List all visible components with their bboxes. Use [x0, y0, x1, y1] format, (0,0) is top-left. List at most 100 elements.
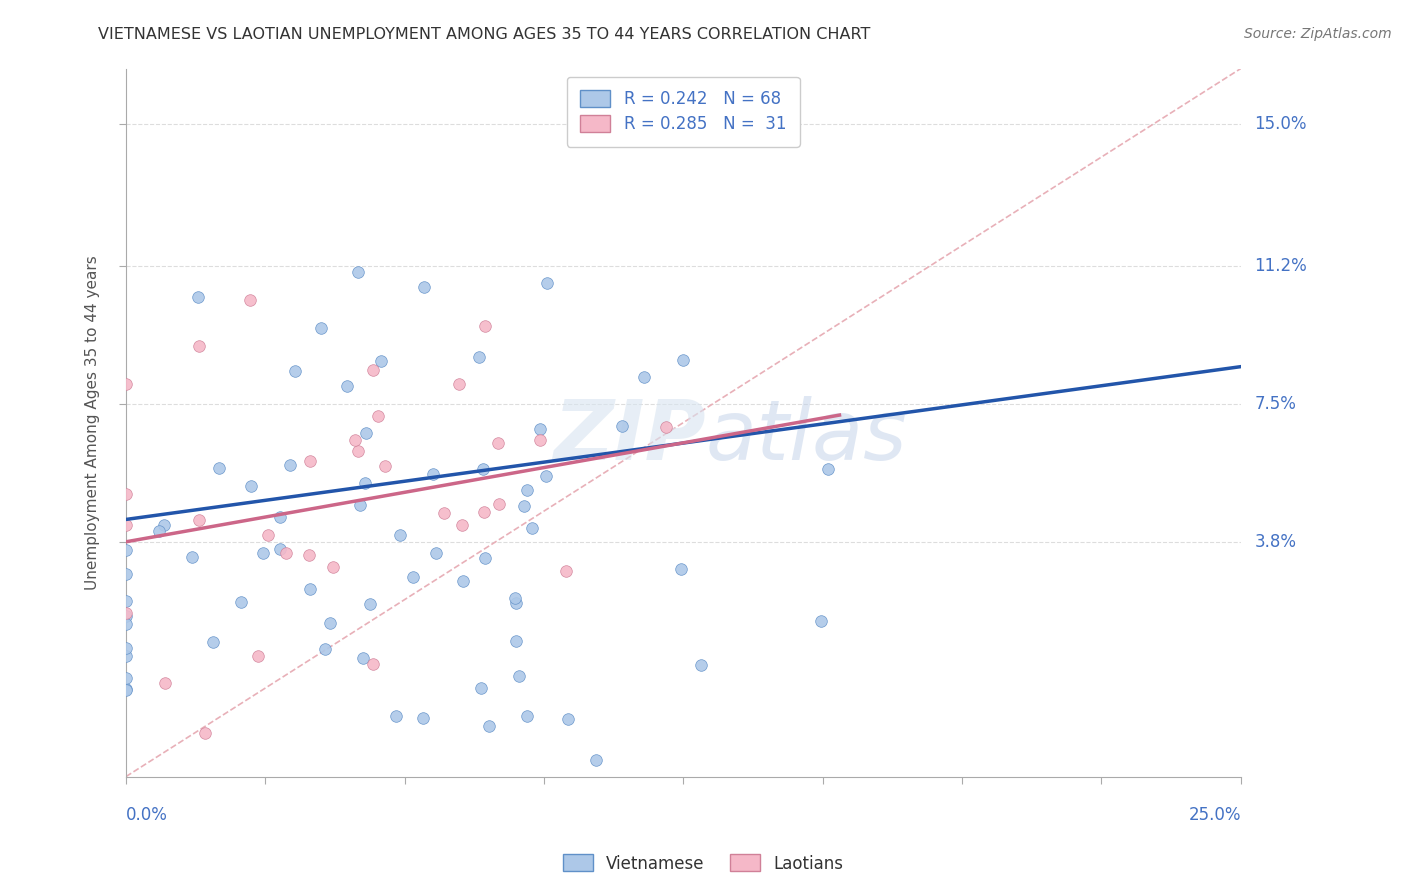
Point — [229, 594, 252, 608]
Point — [505, 634, 527, 648]
Point — [655, 420, 678, 434]
Point — [188, 513, 211, 527]
Point — [347, 265, 370, 279]
Point — [529, 433, 551, 447]
Point — [370, 353, 392, 368]
Text: atlas: atlas — [706, 396, 907, 477]
Point — [187, 290, 209, 304]
Point — [385, 708, 408, 723]
Point — [474, 551, 496, 566]
Point — [554, 564, 576, 578]
Point — [299, 582, 322, 596]
Point — [309, 321, 332, 335]
Text: VIETNAMESE VS LAOTIAN UNEMPLOYMENT AMONG AGES 35 TO 44 YEARS CORRELATION CHART: VIETNAMESE VS LAOTIAN UNEMPLOYMENT AMONG… — [98, 27, 870, 42]
Point — [274, 546, 297, 560]
Point — [246, 649, 269, 664]
Point — [669, 562, 692, 576]
Point — [347, 444, 370, 458]
Point — [115, 377, 138, 392]
Point — [529, 422, 551, 436]
Point — [202, 635, 225, 649]
Point — [536, 277, 558, 291]
Point — [374, 458, 396, 473]
Point — [349, 498, 371, 512]
Point — [672, 352, 695, 367]
Point — [425, 546, 447, 560]
Point — [401, 570, 423, 584]
Point — [153, 676, 176, 690]
Point — [322, 560, 344, 574]
Point — [283, 364, 305, 378]
Point — [453, 574, 475, 589]
Point — [516, 483, 538, 497]
Point — [359, 597, 381, 611]
Point — [472, 505, 495, 519]
Point — [298, 549, 321, 563]
Legend: R = 0.242   N = 68, R = 0.285   N =  31: R = 0.242 N = 68, R = 0.285 N = 31 — [567, 77, 800, 146]
Point — [412, 710, 434, 724]
Point — [115, 671, 138, 685]
Point — [343, 433, 366, 447]
Point — [115, 487, 138, 501]
Point — [314, 641, 336, 656]
Text: 15.0%: 15.0% — [1254, 115, 1306, 134]
Point — [207, 460, 229, 475]
Point — [478, 719, 501, 733]
Point — [451, 518, 474, 533]
Point — [115, 609, 138, 624]
Text: 0.0%: 0.0% — [127, 806, 167, 824]
Point — [336, 378, 359, 392]
Point — [115, 607, 138, 621]
Point — [633, 370, 655, 384]
Point — [354, 475, 377, 490]
Point — [194, 726, 217, 740]
Point — [361, 363, 384, 377]
Point — [503, 591, 526, 605]
Point — [269, 510, 291, 524]
Text: 7.5%: 7.5% — [1254, 395, 1296, 413]
Y-axis label: Unemployment Among Ages 35 to 44 years: Unemployment Among Ages 35 to 44 years — [86, 255, 100, 590]
Point — [516, 709, 538, 723]
Point — [361, 657, 384, 672]
Point — [433, 507, 456, 521]
Point — [180, 549, 202, 564]
Point — [474, 318, 496, 333]
Point — [354, 426, 377, 441]
Point — [488, 497, 510, 511]
Point — [447, 376, 470, 391]
Point — [690, 657, 713, 672]
Point — [319, 615, 342, 630]
Point — [389, 527, 412, 541]
Text: 3.8%: 3.8% — [1254, 533, 1296, 550]
Point — [557, 712, 579, 726]
Point — [115, 641, 138, 656]
Point — [148, 524, 170, 538]
Point — [115, 567, 138, 582]
Text: 25.0%: 25.0% — [1188, 806, 1241, 824]
Text: 11.2%: 11.2% — [1254, 257, 1308, 275]
Point — [239, 478, 262, 492]
Point — [153, 517, 176, 532]
Point — [187, 339, 209, 353]
Point — [534, 468, 557, 483]
Point — [269, 541, 291, 556]
Point — [505, 596, 527, 610]
Point — [115, 616, 138, 631]
Point — [115, 542, 138, 557]
Legend: Vietnamese, Laotians: Vietnamese, Laotians — [557, 847, 849, 880]
Point — [422, 467, 444, 482]
Point — [468, 351, 491, 365]
Point — [486, 435, 509, 450]
Point — [238, 293, 260, 307]
Point — [610, 419, 633, 434]
Point — [817, 461, 839, 475]
Point — [352, 651, 374, 665]
Point — [252, 546, 274, 560]
Text: ZIP: ZIP — [553, 396, 706, 477]
Point — [470, 681, 492, 696]
Point — [585, 753, 607, 767]
Point — [115, 594, 138, 608]
Point — [508, 669, 530, 683]
Point — [115, 648, 138, 663]
Point — [367, 409, 389, 423]
